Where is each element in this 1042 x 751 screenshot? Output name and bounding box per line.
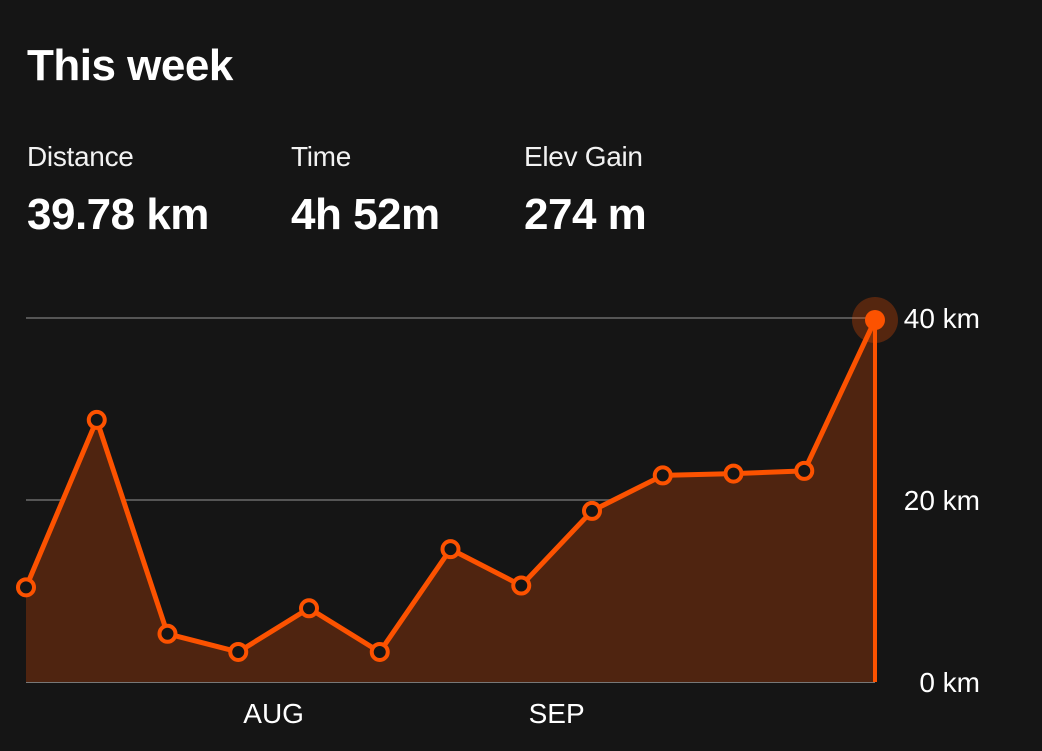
y-axis-labels: 0 km 20 km 40 km bbox=[904, 303, 980, 698]
stat-elev-gain: Elev Gain 274 m bbox=[524, 141, 647, 239]
y-tick-label: 20 km bbox=[904, 485, 980, 516]
stat-distance-label: Distance bbox=[27, 141, 134, 172]
data-point[interactable] bbox=[228, 641, 249, 662]
stat-distance: Distance 39.78 km bbox=[27, 143, 209, 237]
area-fill bbox=[26, 320, 875, 682]
x-tick-label: AUG bbox=[243, 698, 304, 729]
stat-time-value: 4h 52m bbox=[291, 190, 440, 239]
x-axis-labels: AUG SEP bbox=[243, 698, 584, 729]
stat-distance-value: 39.78 km bbox=[27, 190, 209, 239]
data-point[interactable] bbox=[582, 500, 602, 521]
data-point[interactable] bbox=[794, 460, 815, 481]
data-point[interactable] bbox=[16, 577, 36, 598]
data-point[interactable] bbox=[723, 463, 744, 484]
data-point-current[interactable] bbox=[865, 310, 885, 331]
stat-time: Time 4h 52m bbox=[291, 143, 440, 237]
data-point[interactable] bbox=[157, 623, 178, 644]
point-layer[interactable] bbox=[16, 297, 898, 662]
y-tick-label: 40 km bbox=[904, 303, 980, 334]
data-point[interactable] bbox=[652, 465, 673, 486]
page-title: This week bbox=[27, 41, 233, 90]
stat-time-label: Time bbox=[291, 141, 351, 172]
data-point[interactable] bbox=[511, 575, 532, 596]
data-point[interactable] bbox=[369, 641, 390, 662]
y-tick-label: 0 km bbox=[919, 667, 980, 698]
area-layer bbox=[26, 320, 875, 682]
x-tick-label: SEP bbox=[529, 698, 585, 729]
stat-elev-gain-label: Elev Gain bbox=[524, 141, 643, 172]
data-point[interactable] bbox=[86, 409, 107, 430]
stat-elev-gain-value: 274 m bbox=[524, 190, 647, 239]
data-point[interactable] bbox=[440, 539, 461, 560]
data-point[interactable] bbox=[299, 598, 319, 619]
